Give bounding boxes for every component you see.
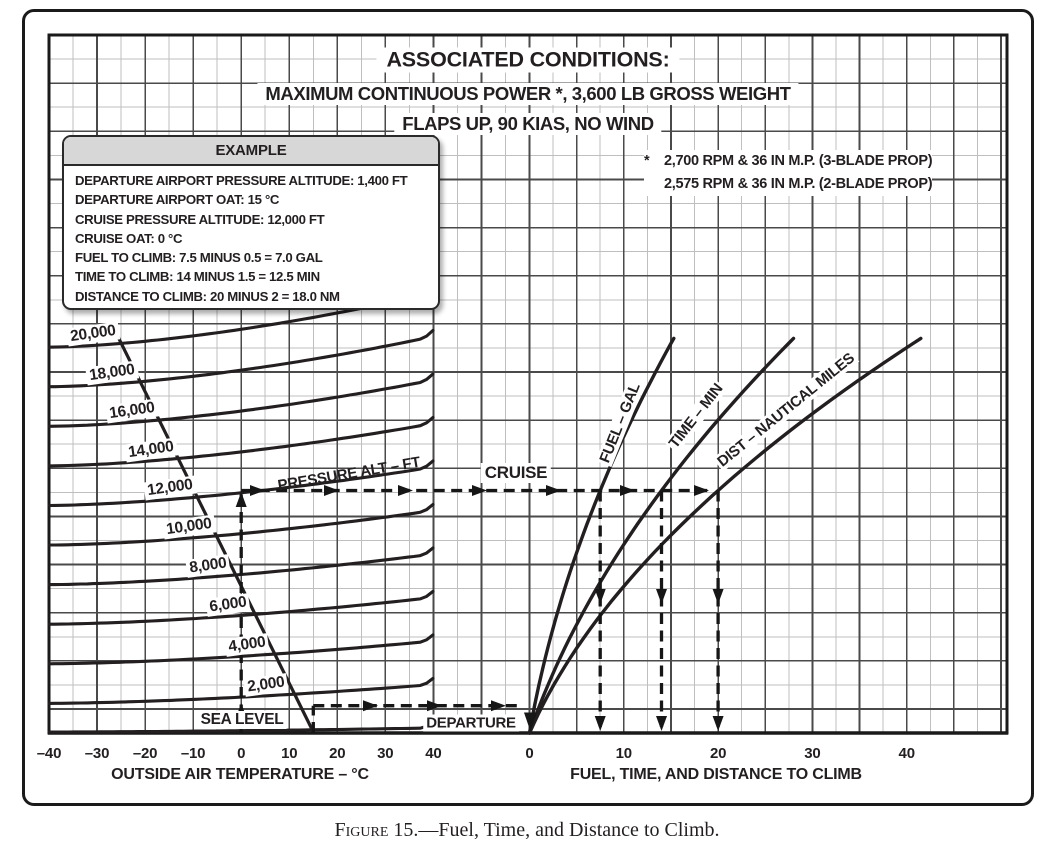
climb-tick-label: 10 bbox=[616, 745, 632, 762]
figure-caption-word: Figure bbox=[334, 819, 389, 841]
example-box: EXAMPLE DEPARTURE AIRPORT PRESSURE ALTIT… bbox=[62, 135, 440, 310]
figure-border bbox=[22, 9, 1034, 806]
oat-axis-title: OUTSIDE AIR TEMPERATURE – °C bbox=[111, 766, 369, 783]
example-line: FUEL TO CLIMB: 7.5 MINUS 0.5 = 7.0 GAL bbox=[75, 250, 323, 266]
figure-caption-text: 15.—Fuel, Time, and Distance to Climb. bbox=[388, 819, 720, 841]
departure-label: DEPARTURE bbox=[423, 714, 519, 732]
climb-axis-title: FUEL, TIME, AND DISTANCE TO CLIMB bbox=[570, 766, 862, 783]
power-weight-condition: MAXIMUM CONTINUOUS POWER *, 3,600 LB GRO… bbox=[257, 83, 799, 105]
oat-tick-label: 40 bbox=[425, 745, 441, 762]
example-box-header: EXAMPLE bbox=[64, 137, 438, 166]
example-line: TIME TO CLIMB: 14 MINUS 1.5 = 12.5 MIN bbox=[75, 269, 320, 285]
figure-caption: Figure 15.—Fuel, Time, and Distance to C… bbox=[334, 819, 719, 842]
altitude-curve-18000 bbox=[47, 328, 435, 389]
fuel-curve bbox=[527, 336, 676, 735]
example-line: DEPARTURE AIRPORT OAT: 15 °C bbox=[75, 192, 280, 208]
oat-tick-label: 10 bbox=[281, 745, 297, 762]
altitude-curve-14000 bbox=[47, 415, 435, 468]
example-path-arrowheads bbox=[235, 485, 724, 732]
dist-curve bbox=[527, 336, 923, 735]
oat-tick-label: 30 bbox=[377, 745, 393, 762]
oat-tick-label: –40 bbox=[37, 745, 61, 762]
altitude-curve-6000 bbox=[47, 589, 435, 626]
climb-tick-label: 20 bbox=[710, 745, 726, 762]
climb-tick-label: 30 bbox=[804, 745, 820, 762]
flaps-speed-wind-condition: FLAPS UP, 90 KIAS, NO WIND bbox=[394, 113, 662, 135]
cruise-label: CRUISE bbox=[480, 463, 552, 483]
example-line: DISTANCE TO CLIMB: 20 MINUS 2 = 18.0 NM bbox=[75, 288, 340, 304]
footnote-asterisk-spacer bbox=[644, 173, 664, 196]
oat-tick-label: 0 bbox=[237, 745, 245, 762]
example-box-body: DEPARTURE AIRPORT PRESSURE ALTITUDE: 1,4… bbox=[64, 166, 438, 311]
example-line: CRUISE PRESSURE ALTITUDE: 12,000 FT bbox=[75, 211, 325, 227]
prop-note-line-1: 2,700 RPM & 36 IN M.P. (3-BLADE PROP) bbox=[664, 153, 933, 169]
altitude-curve-16000 bbox=[47, 372, 435, 428]
prop-rpm-note: * 2,700 RPM & 36 IN M.P. (3-BLADE PROP) … bbox=[644, 150, 933, 196]
oat-tick-label: –10 bbox=[181, 745, 205, 762]
example-line: DEPARTURE AIRPORT PRESSURE ALTITUDE: 1,4… bbox=[75, 173, 408, 188]
example-line: CRUISE OAT: 0 °C bbox=[75, 230, 183, 246]
footnote-asterisk: * bbox=[644, 153, 650, 169]
associated-conditions-title: ASSOCIATED CONDITIONS: bbox=[376, 47, 680, 73]
oat-tick-label: –30 bbox=[85, 745, 109, 762]
time-curve bbox=[527, 336, 796, 735]
oat-tick-label: –20 bbox=[133, 745, 157, 762]
altitude-label-0: SEA LEVEL bbox=[197, 710, 287, 729]
prop-note-line-2: 2,575 RPM & 36 IN M.P. (2-BLADE PROP) bbox=[664, 176, 933, 192]
climb-tick-label: 40 bbox=[899, 745, 915, 762]
climb-tick-label: 0 bbox=[525, 745, 533, 762]
oat-tick-label: 20 bbox=[329, 745, 345, 762]
